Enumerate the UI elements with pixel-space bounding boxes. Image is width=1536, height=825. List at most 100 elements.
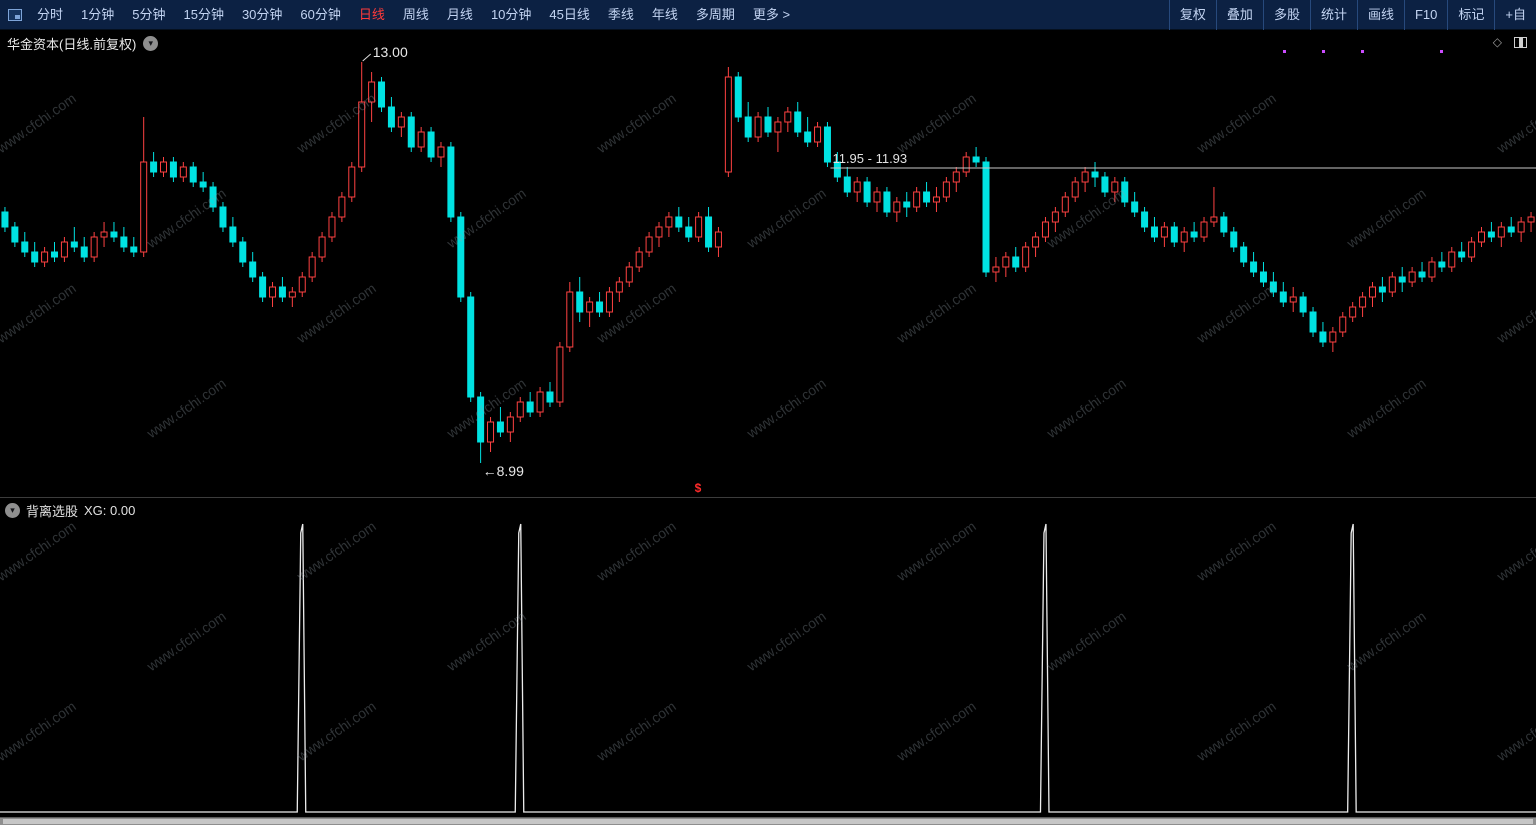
low-price-label: ←8.99	[483, 463, 524, 479]
candle	[962, 152, 970, 177]
period-button-4[interactable]: 30分钟	[241, 6, 283, 22]
candle	[1220, 212, 1228, 237]
candle	[1477, 227, 1485, 247]
candle	[1468, 237, 1476, 262]
tool-button-4[interactable]: 画线	[1356, 0, 1404, 30]
candle	[1250, 252, 1258, 277]
candle	[1497, 222, 1505, 247]
tool-button-5[interactable]: F10	[1403, 0, 1447, 30]
indicator-chevron-icon[interactable]: ▾	[5, 503, 20, 518]
candle	[1091, 162, 1099, 187]
period-button-13[interactable]: 多周期	[695, 6, 735, 22]
main-chart-panel[interactable]: 13.00 ←8.99 11.95 - 11.93 $ 华金资本(日线.前复权) ▾ …	[0, 30, 1536, 497]
tool-button-1[interactable]: 叠加	[1215, 0, 1263, 30]
candle	[219, 202, 227, 232]
chart-title: 华金资本(日线.前复权)	[7, 37, 137, 52]
scrollbar-thumb[interactable]	[3, 819, 1533, 824]
candle	[1121, 177, 1129, 207]
candle	[41, 247, 49, 267]
candle	[923, 182, 931, 207]
candlestick-svg: 13.00 ←8.99 11.95 - 11.93 $	[1, 44, 1536, 495]
candle	[1210, 187, 1218, 227]
candle	[635, 247, 643, 272]
candle	[804, 117, 812, 147]
candle	[1368, 282, 1376, 307]
candle	[1309, 307, 1317, 337]
candle	[814, 122, 822, 147]
candle	[1359, 292, 1367, 317]
peak-price-label: 13.00	[373, 44, 408, 60]
period-button-7[interactable]: 周线	[402, 6, 429, 22]
candle	[249, 252, 257, 282]
period-button-3[interactable]: 15分钟	[183, 6, 224, 22]
candle	[705, 207, 713, 252]
period-button-0[interactable]: 分时	[37, 6, 64, 22]
candle	[823, 122, 831, 167]
collapse-chevron-icon[interactable]: ▾	[143, 36, 159, 51]
window-icon[interactable]	[8, 8, 22, 21]
candle	[1101, 172, 1109, 197]
tool-button-3[interactable]: 统计	[1309, 0, 1357, 30]
period-toolbar: 分时 1分钟 5分钟 15分钟 30分钟 60分钟 日线 周线 月线 10分钟 45日线 季线 年线 多周…	[0, 0, 1536, 30]
tool-button-2[interactable]: 多股	[1262, 0, 1310, 30]
candle	[1131, 192, 1139, 217]
candle	[724, 67, 732, 177]
candle	[1240, 242, 1248, 267]
candle	[1170, 222, 1178, 247]
candle	[1012, 247, 1020, 272]
candle	[269, 282, 277, 307]
chart-title-row: 华金资本(日线.前复权) ▾	[7, 34, 159, 53]
tool-buttons: 复权 叠加 多股 统计 画线 F10 标记 +自	[1168, 0, 1536, 30]
candle	[1398, 267, 1406, 292]
indicator-label-row: ▾ 背离选股 XG: 0.00	[5, 501, 135, 520]
diamond-icon[interactable]: ◇	[1492, 35, 1502, 49]
period-button-8[interactable]: 月线	[446, 6, 473, 22]
period-button-12[interactable]: 年线	[651, 6, 678, 22]
candle	[169, 157, 177, 182]
candle	[516, 397, 524, 422]
candle	[130, 237, 138, 257]
candle	[665, 212, 673, 237]
candle	[794, 102, 802, 137]
candle	[1032, 232, 1040, 257]
candle	[90, 232, 98, 262]
period-button-10[interactable]: 45日线	[549, 6, 590, 22]
candle	[278, 277, 286, 302]
candle	[368, 72, 376, 122]
period-button-2[interactable]: 5分钟	[132, 6, 166, 22]
candle	[1289, 287, 1297, 312]
candle	[526, 392, 534, 417]
candle	[1507, 217, 1515, 237]
candle	[615, 277, 623, 302]
hline-price-label: 11.95 - 11.93	[832, 151, 907, 166]
candle	[883, 187, 891, 217]
marker-dot	[1283, 50, 1286, 53]
chart-corner-icons: ◇	[1493, 35, 1527, 49]
tool-button-6[interactable]: 标记	[1447, 0, 1494, 30]
period-button-14[interactable]: 更多 >	[752, 6, 791, 22]
peak-leader-line	[362, 53, 372, 62]
period-button-11[interactable]: 季线	[607, 6, 634, 22]
candle	[21, 232, 29, 257]
period-button-9[interactable]: 10分钟	[490, 6, 532, 22]
candle	[1299, 292, 1307, 317]
candle	[110, 222, 118, 242]
candle	[120, 227, 128, 252]
candle	[506, 412, 514, 442]
period-button-6[interactable]: 日线	[358, 6, 385, 22]
candle	[873, 187, 881, 212]
tool-button-7[interactable]: +自	[1494, 0, 1536, 30]
candle	[1200, 217, 1208, 242]
candle	[1527, 212, 1535, 232]
period-button-5[interactable]: 60分钟	[300, 6, 341, 22]
split-view-icon[interactable]	[1514, 36, 1527, 48]
candle	[407, 112, 415, 152]
horizontal-scrollbar[interactable]	[0, 817, 1536, 825]
tool-button-0[interactable]: 复权	[1168, 0, 1216, 30]
indicator-panel[interactable]: ▾ 背离选股 XG: 0.00 www.cfchi.com www.cfchi.c…	[0, 497, 1536, 817]
indicator-line	[0, 523, 1536, 813]
candle	[734, 72, 742, 122]
candle	[1378, 277, 1386, 302]
period-button-1[interactable]: 1分钟	[81, 6, 115, 22]
candle	[992, 257, 1000, 282]
